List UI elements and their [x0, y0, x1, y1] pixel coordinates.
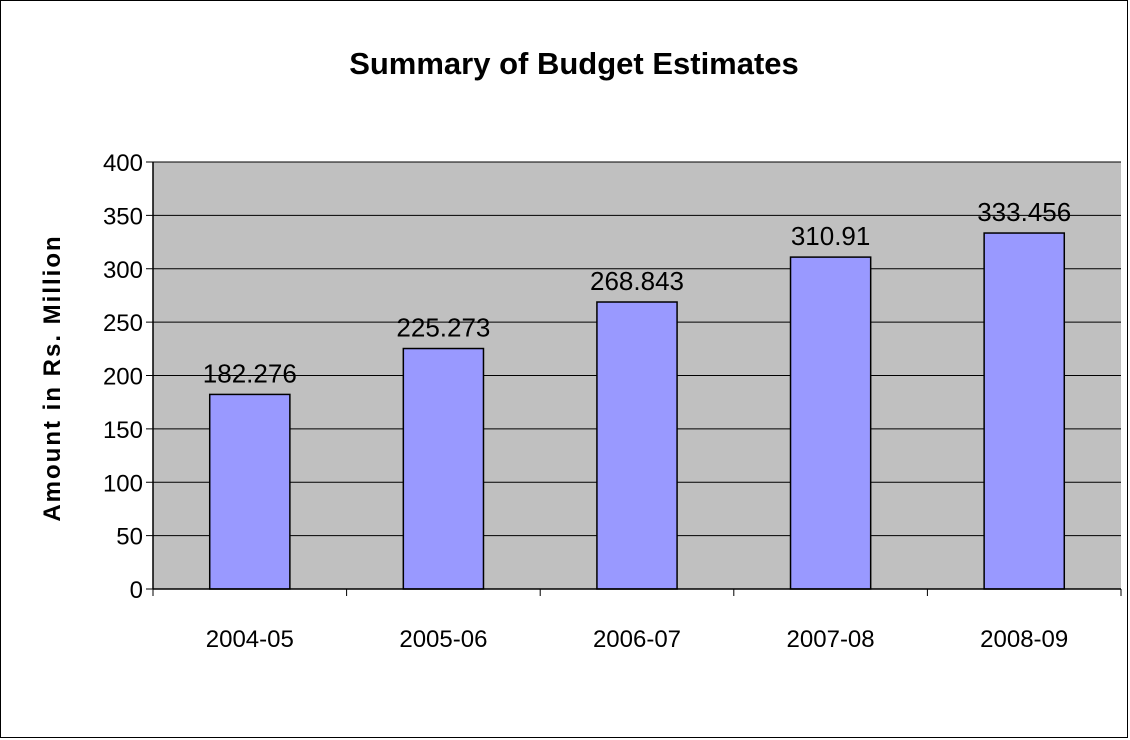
bar-2008-09 — [983, 232, 1066, 590]
y-tick-label: 50 — [116, 524, 143, 551]
y-axis-ticks: 0 50 100 150 200 250 300 350 400 — [103, 150, 153, 604]
data-label: 225.273 — [396, 313, 490, 343]
plot-area — [152, 161, 1121, 590]
x-tick-label: 2006-07 — [593, 626, 681, 653]
bar-2006-07 — [596, 301, 678, 590]
y-tick-label: 400 — [103, 150, 143, 177]
y-tick-label: 0 — [130, 577, 143, 604]
x-tick-label: 2005-06 — [399, 626, 487, 653]
data-labels: 182.276 225.273 268.843 310.91 333.456 — [203, 197, 1071, 388]
x-tick-label: 2004-05 — [206, 626, 294, 653]
bars — [208, 232, 1066, 590]
bar-2004-05 — [208, 393, 291, 590]
y-tick-label: 100 — [103, 470, 143, 497]
data-label: 310.91 — [791, 221, 871, 251]
data-label: 333.456 — [977, 197, 1071, 227]
y-axis-title: Amount in Rs. Million — [39, 234, 66, 521]
y-tick-label: 350 — [103, 203, 143, 230]
x-tick-label: 2007-08 — [787, 626, 875, 653]
x-tick-label: 2008-09 — [980, 626, 1068, 653]
y-tick-label: 150 — [103, 417, 143, 444]
chart-title: Summary of Budget Estimates — [349, 46, 799, 81]
data-label: 182.276 — [203, 358, 297, 388]
bar-2005-06 — [402, 347, 485, 590]
bar-2007-08 — [789, 256, 872, 590]
data-label: 268.843 — [590, 266, 684, 296]
y-tick-label: 200 — [103, 364, 143, 391]
y-tick-label: 300 — [103, 257, 143, 284]
y-tick-label: 250 — [103, 310, 143, 337]
x-axis-ticks: 2004-05 2005-06 2006-07 2007-08 2008-09 — [152, 589, 1122, 653]
